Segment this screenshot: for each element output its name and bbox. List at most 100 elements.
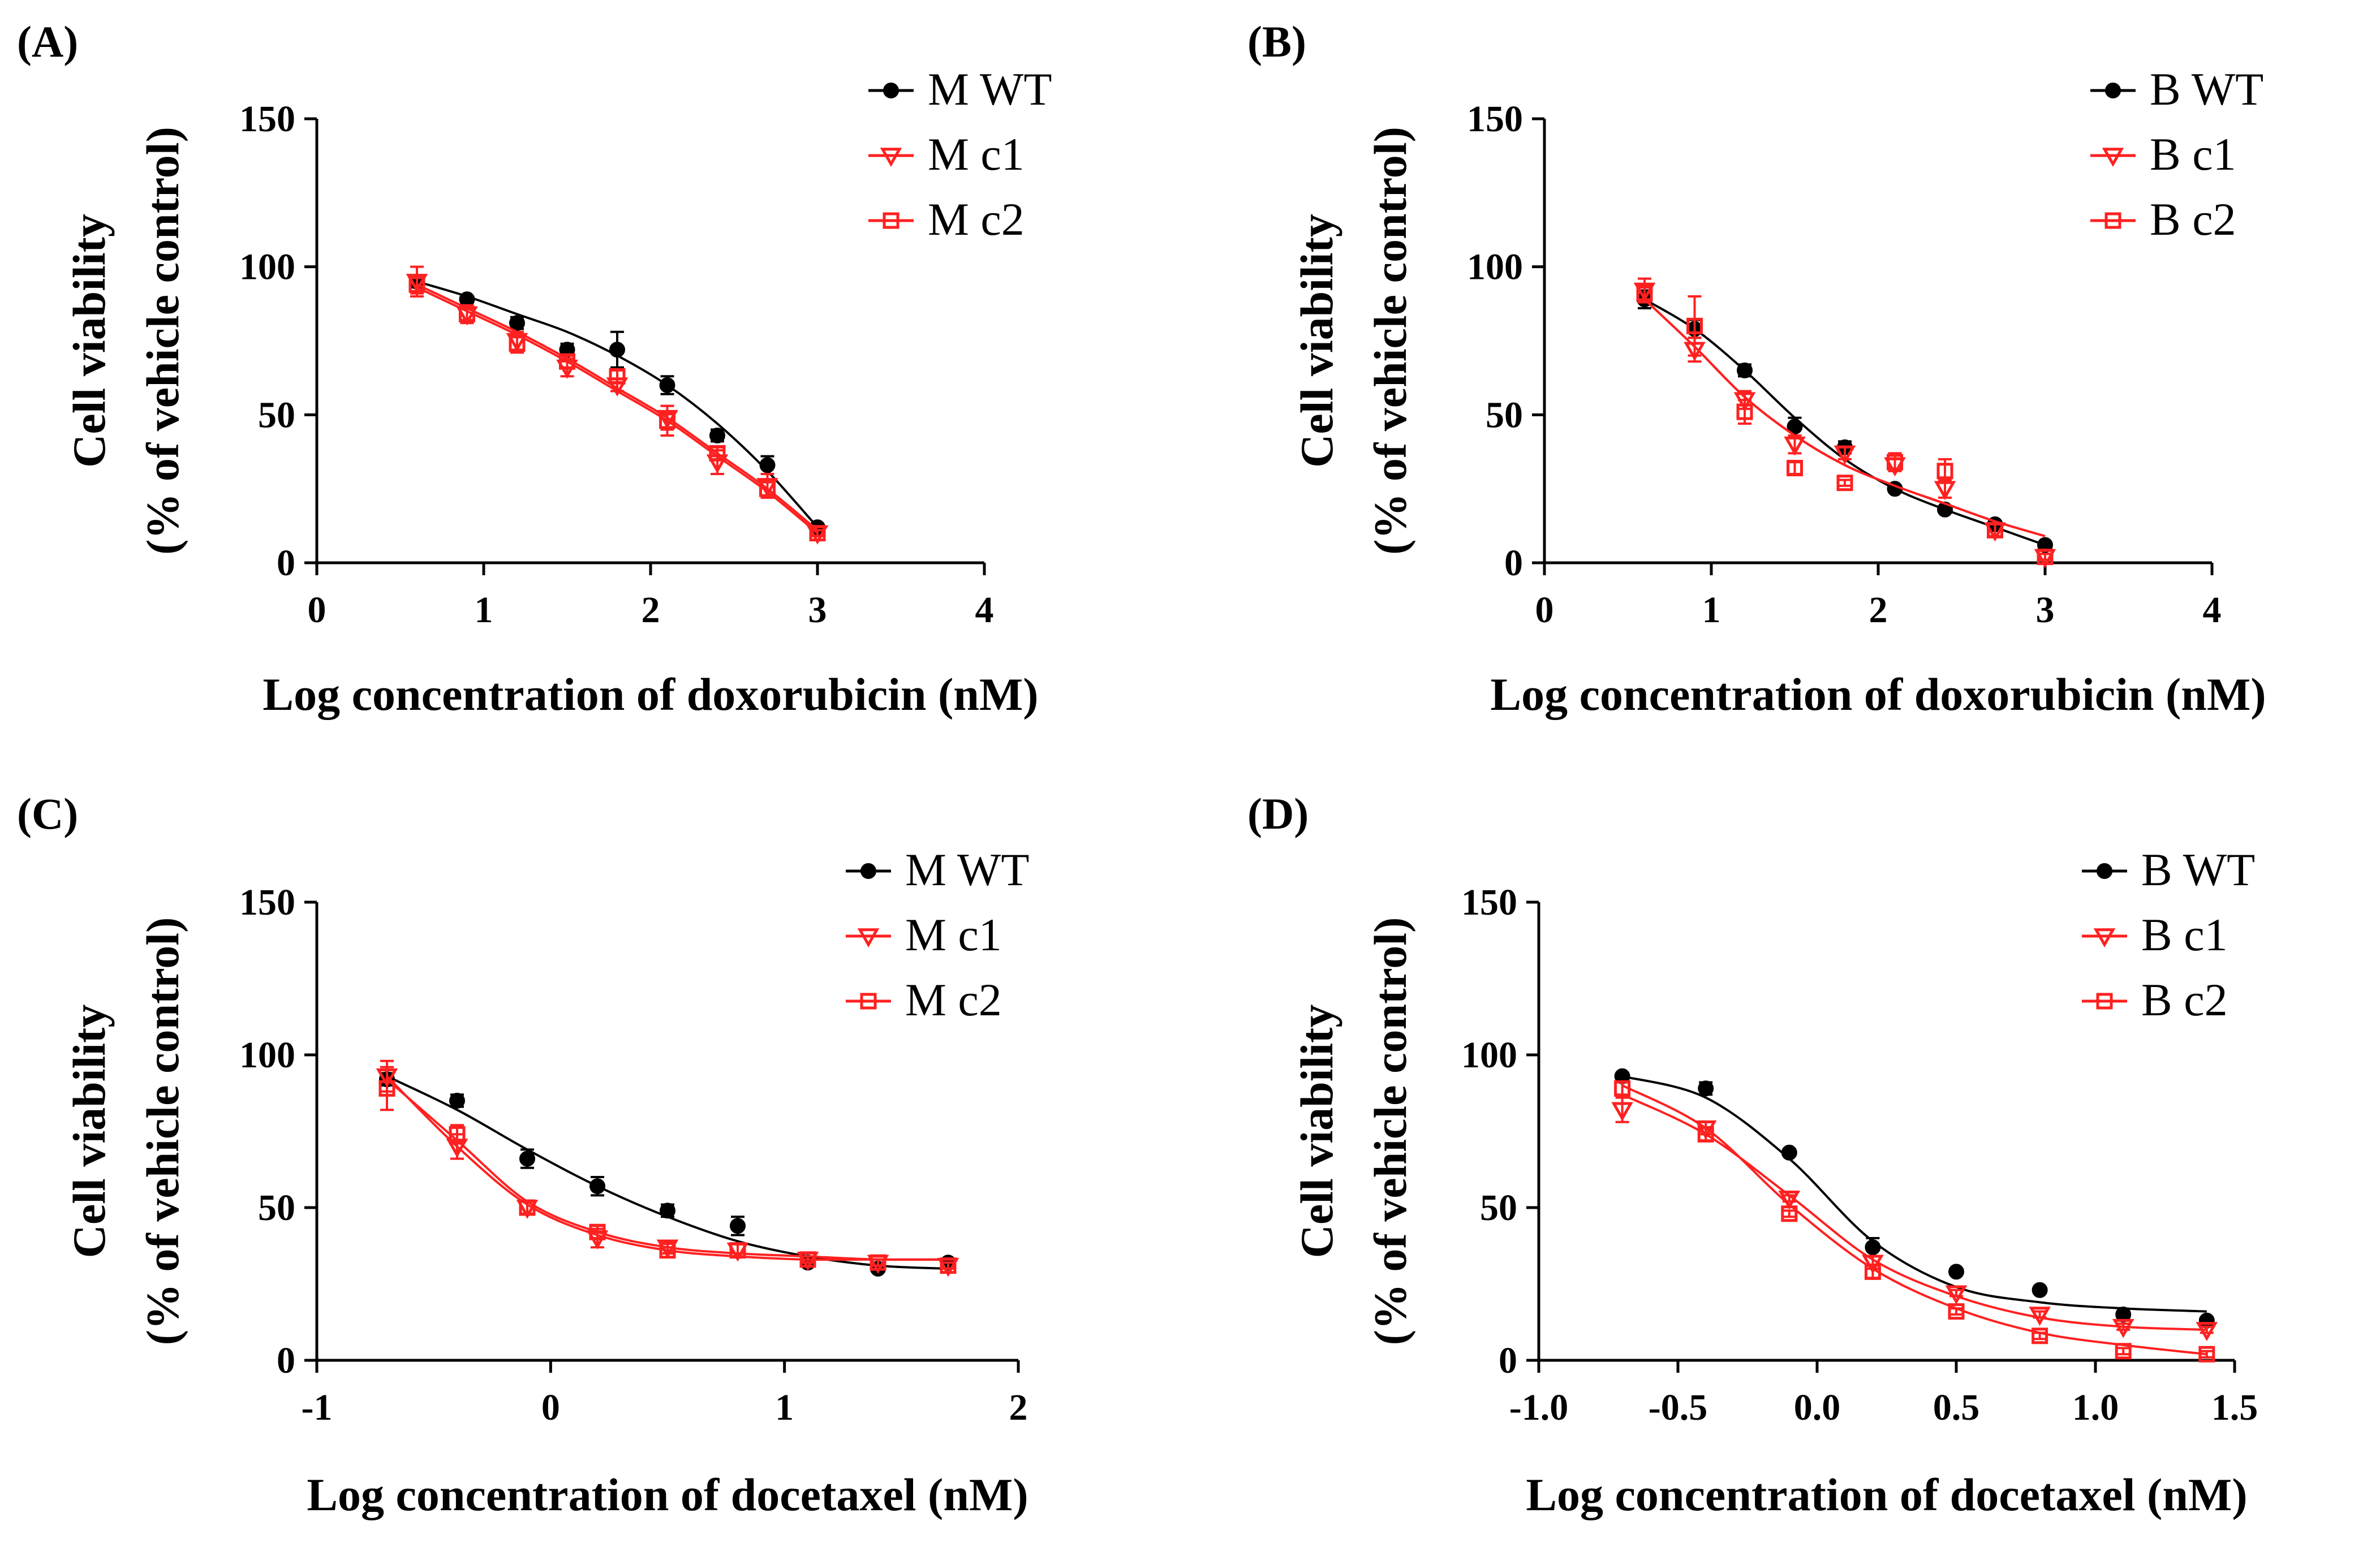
fit-curve bbox=[1621, 1084, 2207, 1356]
data-point bbox=[519, 1199, 536, 1216]
x-tick-label: 1.5 bbox=[2211, 1387, 2258, 1428]
legend-entry: M WT bbox=[846, 844, 1029, 895]
series-triangle-down bbox=[376, 1059, 959, 1277]
x-tick-label: 2 bbox=[1869, 589, 1888, 631]
y-axis-title: Cell viability bbox=[63, 1005, 115, 1258]
series-square bbox=[1636, 285, 2054, 566]
y-tick-label: 50 bbox=[1486, 394, 1523, 436]
legend-entry: B WT bbox=[2090, 63, 2263, 115]
data-point bbox=[730, 1218, 746, 1234]
y-tick-label: 100 bbox=[1461, 1035, 1517, 1076]
legend-entry: B c2 bbox=[2082, 974, 2228, 1025]
x-axis-title: Log concentration of doxorubicin (nM) bbox=[1490, 669, 2266, 720]
x-tick-label: 4 bbox=[975, 589, 994, 631]
series-triangle-down bbox=[1611, 1093, 2218, 1342]
series-square bbox=[408, 274, 826, 542]
legend-marker bbox=[2093, 928, 2116, 948]
x-axis-title: Log concentration of docetaxel (nM) bbox=[1526, 1469, 2247, 1520]
data-point bbox=[1834, 445, 1856, 465]
y-tick-label: 100 bbox=[239, 1035, 295, 1076]
data-point bbox=[1787, 419, 1803, 435]
y-tick-label: 0 bbox=[277, 1340, 295, 1381]
x-tick-label: 3 bbox=[808, 589, 827, 631]
data-point bbox=[1784, 436, 1806, 456]
legend-label: B WT bbox=[2150, 63, 2263, 115]
legend-entry: B c1 bbox=[2082, 909, 2228, 960]
legend-marker bbox=[860, 993, 877, 1010]
data-point bbox=[589, 1223, 606, 1240]
data-point bbox=[870, 1254, 886, 1271]
data-point bbox=[1686, 317, 1703, 334]
data-point bbox=[799, 1251, 816, 1268]
data-point bbox=[1945, 1285, 1968, 1305]
legend-label: M WT bbox=[905, 844, 1029, 895]
legend-label: M c2 bbox=[928, 193, 1025, 245]
panel-label: (D) bbox=[1247, 789, 1309, 838]
x-tick-label: 2 bbox=[1009, 1387, 1028, 1428]
y-axis-title: Cell viability bbox=[1291, 1005, 1342, 1258]
legend-marker bbox=[2105, 83, 2121, 98]
y-tick-label: 0 bbox=[1499, 1340, 1517, 1381]
data-point bbox=[660, 1202, 675, 1219]
data-point bbox=[408, 276, 425, 293]
legend-label: M WT bbox=[928, 63, 1052, 115]
x-tick-label: 0 bbox=[541, 1387, 560, 1428]
data-point bbox=[729, 1242, 746, 1259]
data-point bbox=[759, 480, 776, 497]
data-point bbox=[449, 1126, 466, 1143]
data-point bbox=[1737, 362, 1753, 378]
data-point bbox=[1636, 285, 1653, 302]
y-axis-title: Cell viability bbox=[63, 214, 115, 468]
fit-curve bbox=[1643, 298, 2046, 546]
data-point bbox=[1936, 463, 1953, 480]
data-point bbox=[609, 368, 626, 385]
data-point bbox=[1781, 1144, 1797, 1161]
data-point bbox=[809, 525, 826, 542]
data-point bbox=[940, 1257, 957, 1274]
panel-label: (B) bbox=[1247, 17, 1306, 66]
chart-panel-1: (A) 0 50 100 150 0 1 2 3 4 Log concentration of do… bbox=[17, 17, 1052, 720]
panel-label: (C) bbox=[17, 789, 78, 838]
data-point bbox=[509, 315, 525, 331]
fit-curve bbox=[416, 283, 819, 531]
legend-marker bbox=[880, 148, 902, 167]
data-point bbox=[1948, 1303, 1965, 1320]
legend-marker bbox=[2097, 863, 2112, 879]
y-axis-title: Cell viability bbox=[1291, 214, 1342, 468]
legend-marker bbox=[857, 928, 880, 948]
legend-entry: M WT bbox=[868, 63, 1052, 115]
legend-entry: M c1 bbox=[868, 128, 1025, 180]
legend-marker bbox=[2104, 212, 2121, 229]
x-tick-label: -0.5 bbox=[1649, 1387, 1707, 1428]
data-point bbox=[1611, 1102, 1633, 1122]
x-tick-label: 1 bbox=[475, 589, 493, 631]
data-point bbox=[459, 305, 475, 322]
y-axis-subtitle: (% of vehicle control) bbox=[137, 127, 188, 555]
data-point bbox=[509, 335, 526, 352]
series-circle bbox=[1614, 1068, 2215, 1329]
fit-curve bbox=[1643, 298, 2046, 537]
data-point bbox=[1836, 475, 1853, 492]
data-point bbox=[2196, 1322, 2218, 1342]
legend-marker bbox=[860, 863, 876, 879]
fit-curve bbox=[386, 1075, 948, 1261]
data-point bbox=[378, 1080, 395, 1097]
fit-curve bbox=[1622, 1075, 2207, 1313]
legend-label: B c2 bbox=[2150, 193, 2236, 245]
data-point bbox=[559, 353, 575, 370]
y-tick-label: 0 bbox=[1504, 542, 1523, 584]
data-point bbox=[2112, 1318, 2134, 1338]
data-point bbox=[1987, 521, 2003, 538]
x-tick-label: 4 bbox=[2203, 589, 2222, 631]
x-tick-label: 2 bbox=[642, 589, 660, 631]
y-axis-subtitle: (% of vehicle control) bbox=[137, 917, 188, 1346]
fit-curve bbox=[1643, 298, 2046, 537]
data-point bbox=[449, 1093, 465, 1109]
data-point bbox=[1948, 1264, 1964, 1280]
legend-label: B c1 bbox=[2150, 128, 2236, 180]
data-point bbox=[2198, 1346, 2215, 1363]
series-circle bbox=[1637, 289, 2053, 553]
fit-curve bbox=[416, 286, 819, 535]
